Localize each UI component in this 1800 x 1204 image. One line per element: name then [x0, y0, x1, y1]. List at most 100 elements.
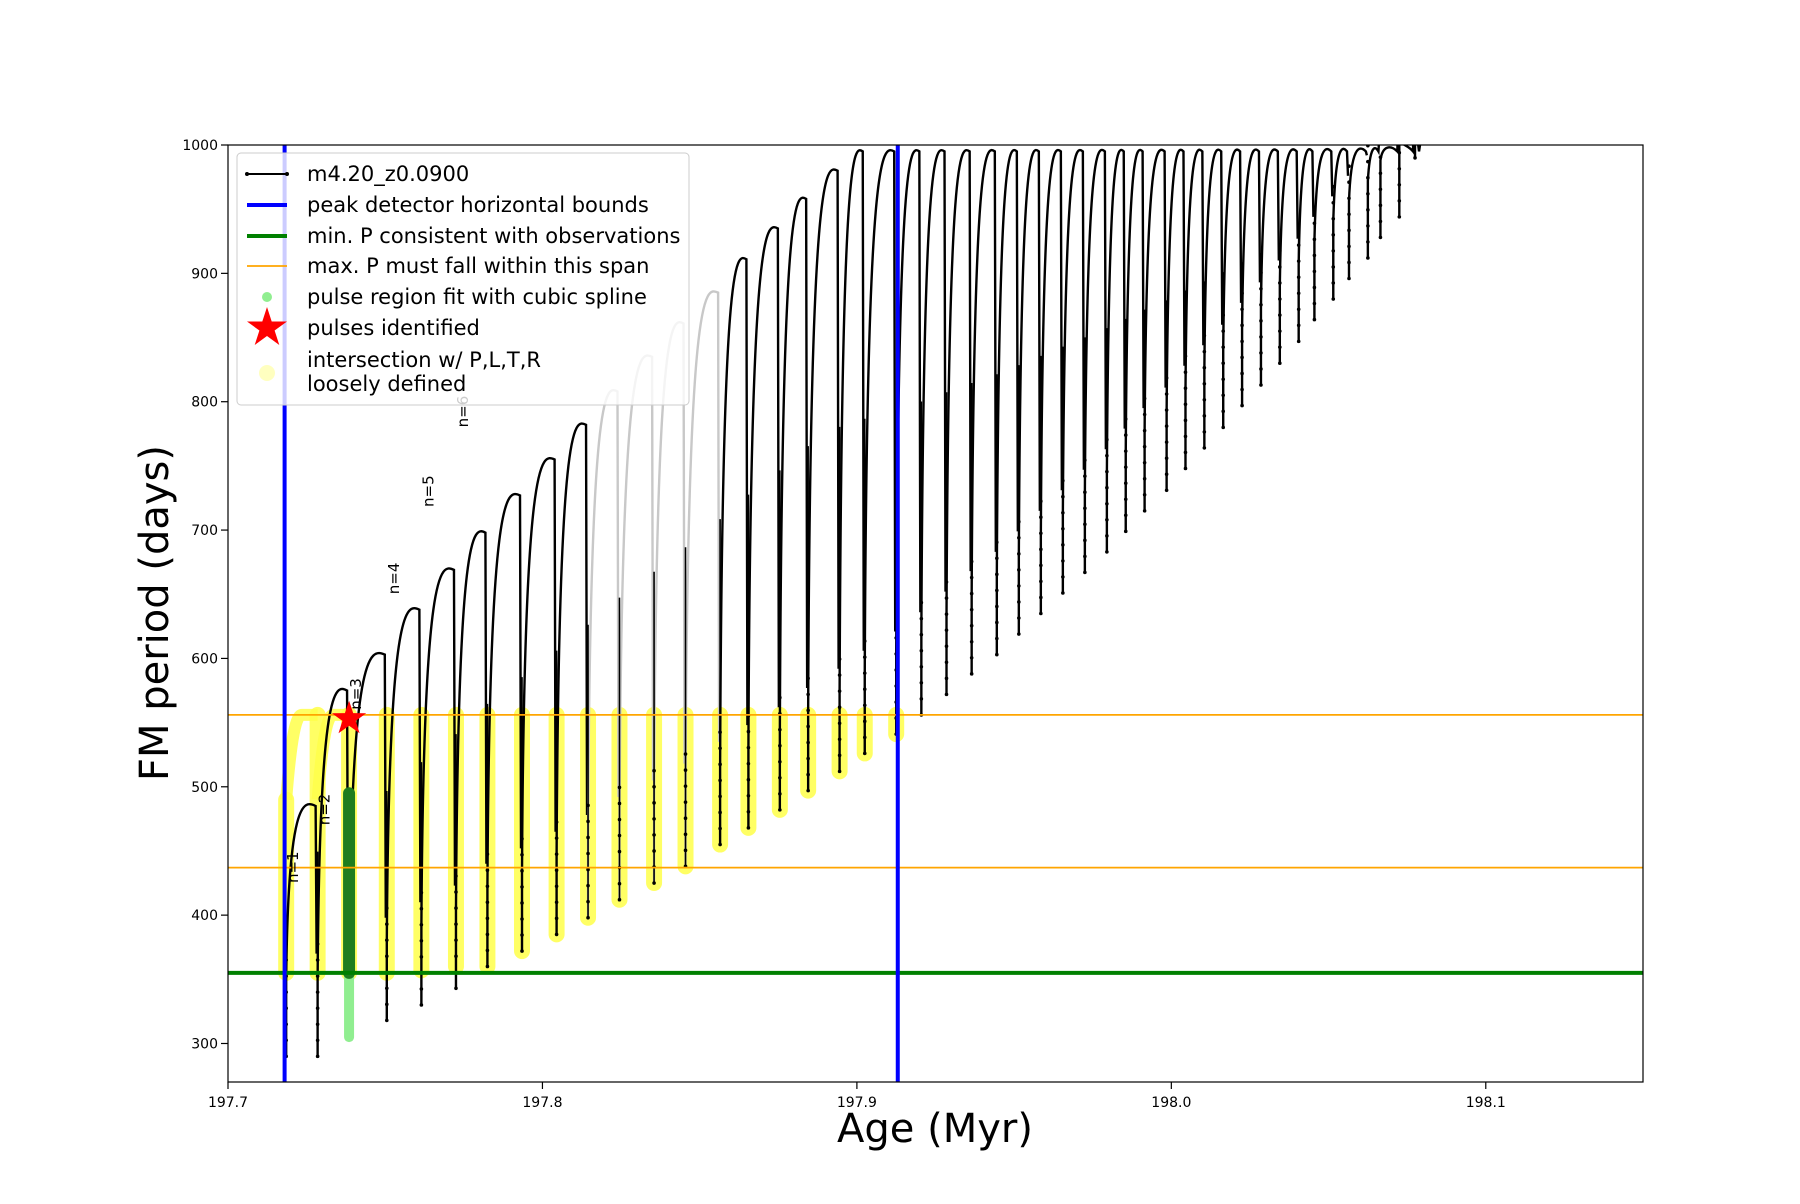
period-track-point [969, 575, 974, 580]
period-track-point [520, 933, 524, 937]
period-track-point [1312, 317, 1317, 322]
period-track-segment [778, 196, 809, 810]
period-track-point [1061, 510, 1065, 515]
period-track-point [1296, 243, 1301, 247]
period-track-point [1039, 547, 1043, 552]
period-track-point [806, 708, 810, 713]
period-track-point [1202, 446, 1207, 450]
period-track-point [1017, 552, 1021, 556]
period-track-point [485, 916, 490, 921]
period-track-point [746, 826, 751, 830]
period-track-segment [718, 256, 749, 845]
period-track-point [454, 890, 458, 894]
period-track-point [969, 559, 974, 564]
period-track-segment [1039, 148, 1064, 614]
period-track-point [1278, 361, 1282, 366]
period-track-point [969, 639, 974, 644]
period-track-point [652, 768, 656, 773]
period-track-point [315, 974, 320, 978]
legend-swatch-dot [262, 292, 272, 302]
period-track-point [919, 632, 924, 637]
period-track-point [1397, 182, 1402, 187]
period-track-point [315, 942, 320, 946]
period-track-segment [1083, 148, 1108, 573]
period-track-point [1240, 339, 1244, 344]
y-tick-label: 500 [191, 780, 218, 796]
period-track-point [1240, 403, 1244, 408]
period-track-point [995, 636, 999, 641]
period-track-segment [806, 168, 840, 791]
period-track-point [1183, 466, 1188, 471]
period-track-point [485, 948, 490, 953]
period-track-point [554, 932, 559, 937]
period-track-point [454, 922, 458, 926]
period-track-point [1312, 269, 1317, 274]
period-track-point [969, 591, 974, 596]
period-track-point [1039, 515, 1043, 520]
legend-label: max. P must fall within this span [307, 254, 649, 278]
period-track-point [1083, 570, 1087, 575]
period-track-point [1378, 219, 1383, 224]
period-track-point [652, 801, 656, 805]
period-track-point [969, 655, 974, 660]
period-track-segment [838, 149, 865, 772]
period-track-point [862, 687, 867, 692]
period-track-point [1366, 175, 1370, 180]
period-track-point [919, 697, 924, 701]
period-track-point [1221, 377, 1226, 382]
period-track-point [1221, 425, 1226, 430]
period-track-point [1259, 270, 1263, 275]
period-track-point [778, 743, 782, 748]
period-track-point [520, 949, 524, 953]
period-track-point [1123, 449, 1128, 453]
period-track-point [1142, 412, 1147, 417]
plot-area: n=1n=2n=3n=4n=5n=6n=10 [228, 145, 1643, 1082]
period-track-point [778, 775, 782, 780]
period-track-point [1142, 444, 1147, 449]
period-track-point [1366, 159, 1370, 164]
period-track-point [1413, 156, 1417, 160]
period-track-point [1105, 550, 1109, 554]
period-track-point [1123, 529, 1128, 534]
period-track-point [1397, 166, 1402, 171]
period-track-point [1366, 145, 1370, 148]
period-track-point [683, 800, 688, 804]
period-track-point [586, 851, 590, 856]
period-track-point [862, 719, 867, 724]
period-track-point [1312, 253, 1317, 258]
period-track-point [1183, 434, 1188, 439]
period-track-point [1017, 632, 1021, 636]
period-track-point [652, 784, 656, 789]
period-track-point [1259, 367, 1263, 371]
period-track-point [1221, 313, 1226, 317]
period-track-point [806, 692, 810, 697]
period-track-point [1278, 297, 1282, 301]
period-track-point [520, 885, 524, 889]
period-track-point [485, 900, 490, 905]
period-track-point [1164, 488, 1169, 493]
legend-label: pulses identified [307, 316, 480, 340]
period-track-segment [945, 148, 972, 695]
period-track-point [1366, 224, 1370, 228]
period-track-point [1312, 237, 1317, 242]
period-track-segment [316, 687, 350, 1057]
legend-label: intersection w/ P,L,T,R [307, 348, 541, 372]
period-track-point [1183, 418, 1188, 423]
period-track-point [1061, 478, 1065, 483]
period-track-point [778, 792, 782, 796]
period-track-point [1347, 260, 1351, 265]
period-track-point [1331, 200, 1336, 205]
period-track-point [554, 836, 559, 840]
period-track-point [1240, 355, 1244, 360]
period-track-segment [684, 290, 721, 867]
period-track-point [1397, 150, 1402, 155]
period-track-point [1164, 472, 1169, 477]
period-track-point [1083, 458, 1087, 462]
period-track-point [1259, 303, 1263, 307]
period-track-point [1164, 392, 1169, 396]
period-track-point [617, 833, 622, 838]
period-track-point [995, 556, 999, 561]
legend-swatch-dot [259, 365, 275, 381]
